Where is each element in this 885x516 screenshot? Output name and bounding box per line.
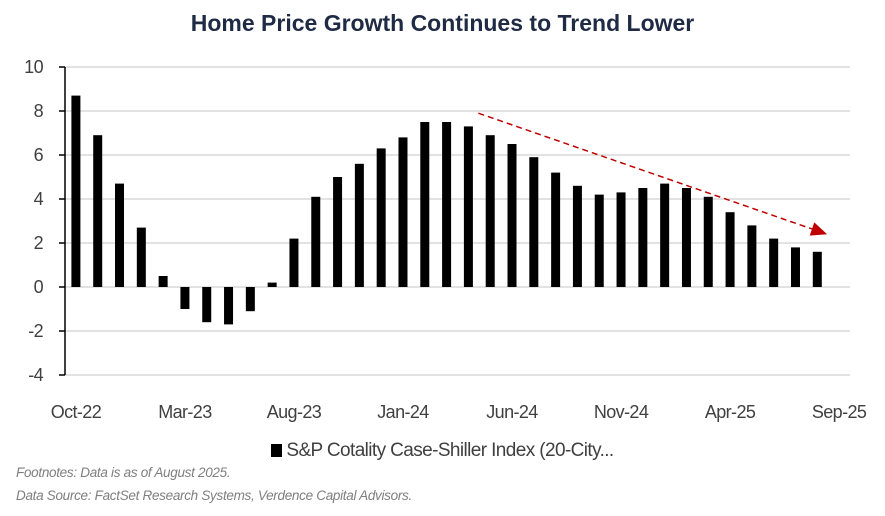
bar-Apr-23 xyxy=(202,287,212,323)
bar-Sep-23 xyxy=(311,196,321,287)
bar-Dec-23 xyxy=(376,148,386,287)
x-tick-label: Jun-24 xyxy=(486,402,538,422)
bar-chart: 10 8 6 4 2 0 -2 -4 Oct-22 Mar-23 Aug-23 Jan-24 Jun-… xyxy=(24,57,868,422)
bar-Jul-25 xyxy=(790,247,800,287)
gridlines xyxy=(65,66,850,376)
x-tick-label: Oct-22 xyxy=(51,402,102,422)
bar-Sep-24 xyxy=(572,185,582,287)
legend: S&P Cotality Case-Shiller Index (20-City… xyxy=(0,440,885,462)
x-axis: Oct-22 Mar-23 Aug-23 Jan-24 Jun-24 Nov-24 Apr-… xyxy=(51,402,868,422)
bar-Dec-24 xyxy=(638,188,648,287)
bar-Mar-23 xyxy=(180,287,190,309)
legend-swatch xyxy=(271,444,283,457)
trend-arrow-line xyxy=(478,112,813,230)
trend-arrow xyxy=(478,112,828,236)
bar-May-24 xyxy=(485,135,495,287)
bar-Nov-22 xyxy=(93,135,103,287)
bar-Apr-24 xyxy=(463,126,473,288)
bar-May-25 xyxy=(747,225,757,287)
bar-Jul-24 xyxy=(529,157,539,287)
chart-title: Home Price Growth Continues to Trend Low… xyxy=(190,10,695,36)
y-tick-label: 4 xyxy=(34,189,44,209)
footnote: Footnotes: Data is as of August 2025. xyxy=(16,465,231,480)
bar-Mar-24 xyxy=(442,122,452,287)
bar-Jun-23 xyxy=(245,287,255,312)
bar-Apr-25 xyxy=(725,212,735,287)
bar-Jun-24 xyxy=(507,144,517,287)
y-tick-label: -4 xyxy=(28,365,43,385)
y-tick-label: 10 xyxy=(24,57,43,77)
bar-Oct-22 xyxy=(71,95,81,287)
y-tick-label: 6 xyxy=(34,145,44,165)
x-tick-label: Mar-23 xyxy=(158,402,212,422)
legend-label: S&P Cotality Case-Shiller Index (20-City… xyxy=(286,440,614,461)
x-tick-label: Aug-23 xyxy=(267,402,322,422)
data-source: Data Source: FactSet Research Systems, V… xyxy=(16,488,412,503)
bar-Jan-25 xyxy=(660,183,670,287)
bars xyxy=(71,95,822,325)
x-tick-label: Nov-24 xyxy=(594,402,649,422)
x-tick-label: Jan-24 xyxy=(377,402,429,422)
y-axis: 10 8 6 4 2 0 -2 -4 xyxy=(24,57,66,385)
bar-Nov-24 xyxy=(616,192,626,287)
arrowhead-icon xyxy=(809,222,828,236)
x-tick-label: Apr-25 xyxy=(705,402,756,422)
y-tick-label: 8 xyxy=(34,101,44,121)
bar-Feb-23 xyxy=(158,276,168,287)
bar-Nov-23 xyxy=(354,163,364,287)
bar-Aug-23 xyxy=(289,238,299,287)
x-tick-label: Sep-25 xyxy=(812,402,867,422)
bar-Mar-25 xyxy=(703,196,713,287)
bar-Jan-23 xyxy=(136,227,146,287)
bar-Aug-25 xyxy=(812,251,822,287)
bar-Feb-24 xyxy=(420,122,430,287)
y-tick-label: 0 xyxy=(34,277,44,297)
y-tick-label: -2 xyxy=(28,321,43,341)
y-tick-label: 2 xyxy=(34,233,44,253)
bar-Feb-25 xyxy=(681,188,691,287)
bar-Oct-24 xyxy=(594,194,604,287)
bar-May-23 xyxy=(224,287,234,325)
bar-Jul-23 xyxy=(267,282,277,287)
bar-Dec-22 xyxy=(115,183,125,287)
bar-Aug-24 xyxy=(551,172,561,287)
bar-Jan-24 xyxy=(398,137,408,287)
bar-Jun-25 xyxy=(769,238,779,287)
bar-Oct-23 xyxy=(333,177,343,287)
